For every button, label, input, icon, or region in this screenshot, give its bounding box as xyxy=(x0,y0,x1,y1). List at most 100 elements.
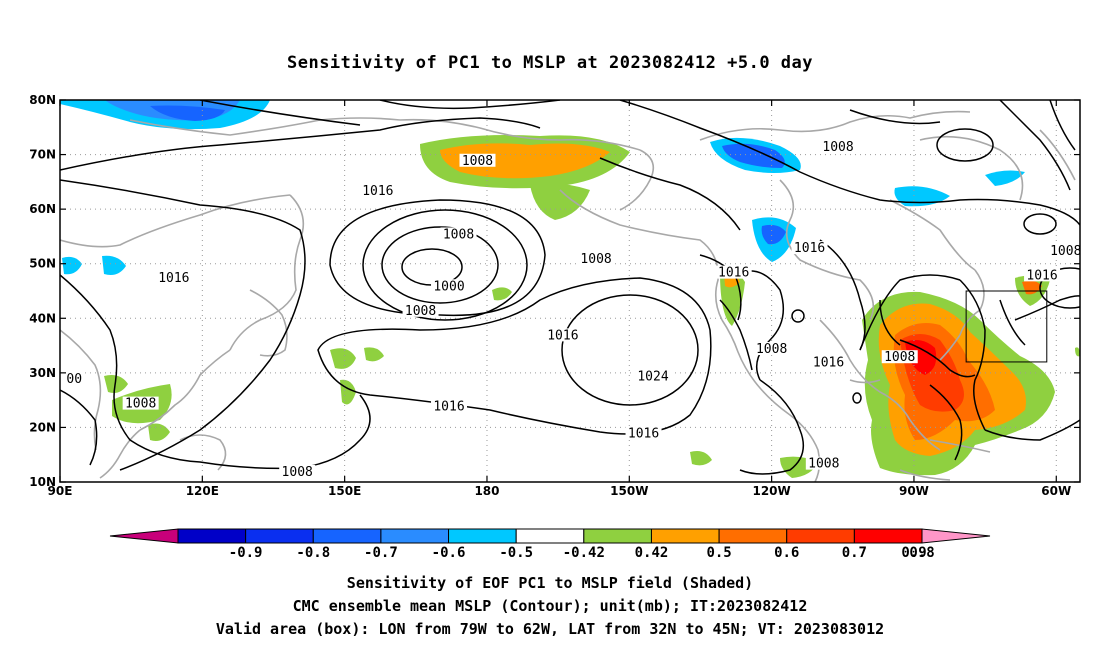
contour-label: 1000 xyxy=(433,279,464,294)
contour-label: 1008 xyxy=(822,140,853,155)
colorbar-label: 0.5 xyxy=(706,545,731,561)
contour-label-bg xyxy=(440,227,477,241)
contour-label-bg xyxy=(791,241,828,255)
colorbar-swatch xyxy=(515,528,585,544)
contour-label-bg xyxy=(625,426,662,440)
colorbar-label: 0.42 xyxy=(635,545,669,561)
colorbar-label: 0.8 xyxy=(909,545,934,561)
lon-tick-label: 120E xyxy=(186,484,219,498)
contour-label: 1008 xyxy=(808,457,839,472)
lat-tick-label: 80N xyxy=(29,93,56,107)
colorbar-label: 0.6 xyxy=(774,545,799,561)
contour-label-bg xyxy=(1047,243,1080,257)
colorbar-label: 0.7 xyxy=(842,545,867,561)
lat-tick-label: 20N xyxy=(29,420,56,434)
footer-line-1: Sensitivity of EOF PC1 to MSLP field (Sh… xyxy=(347,574,753,592)
contour-label: 1008 xyxy=(580,252,611,267)
lat-lon-grid xyxy=(60,100,1080,482)
lon-tick-label: 90E xyxy=(48,484,73,498)
contour-label-bg xyxy=(753,342,790,356)
lat-tick-label: 70N xyxy=(29,148,56,162)
contour-label: 00 xyxy=(66,372,82,387)
contour-label: 1008 xyxy=(884,350,915,365)
footer-line-2: CMC ensemble mean MSLP (Contour); unit(m… xyxy=(293,597,808,615)
contour-label: 1008 xyxy=(443,227,474,242)
contour-labels: 1008 1016 1008 1008 1000 1008 1016 1016 1024 1016… xyxy=(64,140,1081,480)
lat-tick-label: 60N xyxy=(29,202,56,216)
contour-label: 1008 xyxy=(462,154,493,169)
lat-tick-label: 10N xyxy=(29,475,56,489)
lon-tick-label: 180 xyxy=(474,484,499,498)
contour-label-bg xyxy=(1024,268,1061,282)
colorbar-label: -0.6 xyxy=(432,545,466,561)
contour-label-bg xyxy=(122,396,159,410)
lon-tick-label: 60W xyxy=(1041,484,1071,498)
lon-tick-label: 150E xyxy=(328,484,361,498)
lon-tick-label: 150W xyxy=(610,484,648,498)
contour-label: 1016 xyxy=(1026,268,1057,283)
contour-label-bg xyxy=(459,153,496,167)
contour-label: 1016 xyxy=(433,399,464,414)
contour-label-bg xyxy=(279,464,316,478)
colorbar-label: 0.9 xyxy=(901,545,926,561)
colorbar-swatch xyxy=(312,528,382,544)
contour-label: 1008 xyxy=(756,342,787,357)
figure-title: Sensitivity of PC1 to MSLP at 2023082412… xyxy=(287,53,813,73)
contour-label-bg xyxy=(402,303,439,317)
lat-tick-label: 30N xyxy=(29,366,56,380)
footer-line-3: Valid area (box): LON from 79W to 62W, L… xyxy=(216,620,884,638)
colorbar-swatch xyxy=(177,528,247,544)
colorbar-label: -0.7 xyxy=(364,545,398,561)
contour-label: 1008 xyxy=(405,304,436,319)
lon-tick-label: 90W xyxy=(899,484,929,498)
contour-label: 1016 xyxy=(628,427,659,442)
contour-label-bg xyxy=(359,183,396,197)
valid-area-box xyxy=(965,290,1048,363)
contour-label-bg xyxy=(810,355,847,369)
contour-label-bg xyxy=(805,456,842,470)
colorbar-swatch xyxy=(583,528,652,544)
coastlines xyxy=(60,110,1076,482)
contour-label: 1016 xyxy=(158,271,189,286)
contour-label: 1016 xyxy=(813,356,844,371)
colorbar-swatch xyxy=(245,528,314,544)
map-panel: 1008 1016 1008 1008 1000 1008 1016 1016 1024 1016… xyxy=(60,100,1081,482)
lat-tick-label: 40N xyxy=(29,311,56,325)
contour-label-bg xyxy=(431,399,468,413)
contour-label-bg xyxy=(544,328,581,342)
colorbar-label: -0.8 xyxy=(296,545,330,561)
contour-label-bg xyxy=(578,251,615,265)
contour-label-bg xyxy=(635,369,672,383)
colorbar-swatch xyxy=(448,528,517,544)
contour-label-bg xyxy=(881,350,918,364)
contour-label: 1016 xyxy=(794,241,825,256)
colorbar-high-arrow xyxy=(921,528,991,544)
colorbar-swatch xyxy=(718,528,788,544)
colorbar-label: -0.42 xyxy=(563,545,605,561)
contour-label: 1016 xyxy=(718,266,749,281)
contour-label-bg xyxy=(715,265,752,279)
contour-label: 1008 xyxy=(125,397,156,412)
mslp-contours xyxy=(60,100,1080,475)
map-axes: 90E 120E 150E 180 150W 120W 90W 60W 10N 20N 30N 40N… xyxy=(29,93,1080,498)
contour-label-bg xyxy=(155,271,192,285)
contour-label: 1016 xyxy=(362,184,393,199)
contour-label-bg xyxy=(820,140,857,154)
contour-label: 1008 xyxy=(1050,244,1081,259)
colorbar-swatch xyxy=(853,528,923,544)
colorbar: -0.9 -0.8 -0.7 -0.6 -0.5 -0.42 0.42 0.5 0.6 0.7 0.… xyxy=(109,528,991,561)
contour-label: 1016 xyxy=(547,328,578,343)
colorbar-label: -0.9 xyxy=(229,545,263,561)
contour-label-bg xyxy=(64,372,85,386)
colorbar-swatch xyxy=(380,528,450,544)
colorbar-label: -0.5 xyxy=(499,545,533,561)
lon-tick-label: 120W xyxy=(752,484,790,498)
contour-label: 1024 xyxy=(637,369,668,384)
lat-tick-label: 50N xyxy=(29,257,56,271)
colorbar-swatch xyxy=(650,528,720,544)
map-frame xyxy=(59,99,1081,483)
contour-label: 1008 xyxy=(282,465,313,480)
colorbar-swatch xyxy=(786,528,855,544)
contour-label-bg xyxy=(431,279,468,293)
